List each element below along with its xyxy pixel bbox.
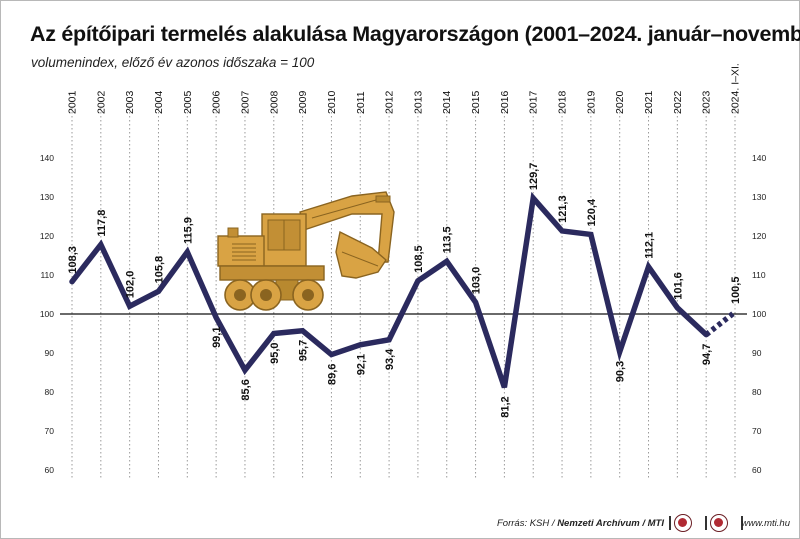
data-label: 93,4 [384,348,396,370]
chart-title: Az építőipari termelés alakulása Magyaro… [30,22,800,46]
data-label: 103,0 [471,267,483,295]
data-label: 81,2 [499,396,511,417]
data-label: 94,7 [701,344,713,365]
x-tick-label: 2004 [153,90,165,114]
x-tick-label: 2022 [672,90,684,114]
y-tick-label-left: 100 [40,309,54,319]
x-tick-label: 2015 [470,90,482,114]
source-credit: Forrás: KSH / Nemzeti Archívum / MTI [497,518,664,529]
x-tick-label: 2024. I–XI. [730,63,742,114]
x-tick-label: 2016 [499,90,511,114]
excavator-illustration [217,191,395,311]
x-tick-label: 2010 [326,90,338,114]
y-tick-label-right: 90 [752,348,762,358]
y-tick-label-left: 90 [45,348,55,358]
y-tick-label-left: 140 [40,153,54,163]
data-label: 90,3 [615,361,627,382]
y-tick-label-left: 110 [40,270,54,280]
x-tick-label: 2021 [643,90,655,114]
data-label: 108,5 [413,245,425,273]
data-label: 101,6 [672,272,684,300]
x-tick-label: 2011 [355,91,367,114]
x-tick-label: 2018 [557,90,569,114]
x-tick-label: 2007 [239,90,251,114]
mtva-logo-icon [674,514,692,532]
data-label: 99,1 [211,327,223,348]
y-tick-label-left: 130 [40,192,54,202]
x-tick-label: 2013 [412,90,424,114]
x-tick-label: 2003 [124,90,136,114]
x-tick-label: 2002 [95,90,107,114]
data-label: 92,1 [355,354,367,375]
mti-logo-icon [710,514,728,532]
y-tick-label-right: 130 [752,192,766,202]
y-tick-label-right: 140 [752,153,766,163]
y-tick-label-left: 80 [45,387,55,397]
data-label: 117,8 [96,210,108,237]
data-label: 95,7 [298,340,310,361]
footer: Forrás: KSH / Nemzeti Archívum / MTI www… [0,510,800,536]
data-label: 115,9 [182,217,194,244]
x-tick-label: 2023 [701,90,713,114]
y-tick-label-right: 80 [752,387,762,397]
footer-separator [741,516,743,530]
data-label: 89,6 [326,364,338,385]
x-tick-label: 2014 [441,90,453,114]
website-link[interactable]: www.mti.hu [741,518,790,529]
data-label: 100,5 [730,277,742,305]
x-tick-label: 2009 [297,90,309,114]
y-tick-label-left: 70 [45,426,55,436]
data-label: 85,6 [240,379,252,400]
data-label: 102,0 [125,271,137,299]
x-tick-label: 2005 [182,90,194,114]
data-label: 129,7 [528,163,540,191]
y-tick-label-left: 120 [40,231,54,241]
data-label: 108,3 [67,246,79,274]
data-label: 113,5 [442,226,454,253]
x-tick-label: 2017 [528,90,540,114]
data-label: 112,1 [644,232,656,259]
y-tick-label-right: 120 [752,231,766,241]
x-tick-label: 2001 [67,90,79,114]
chart-subtitle: volumenindex, előző év azonos időszaka =… [31,55,315,70]
x-tick-label: 2012 [384,90,396,114]
footer-separator [705,516,707,530]
y-tick-label-right: 70 [752,426,762,436]
y-tick-label-left: 60 [45,465,55,475]
x-tick-label: 2006 [211,90,223,114]
data-label: 105,8 [153,256,165,284]
y-tick-label-right: 60 [752,465,762,475]
data-label: 120,4 [586,198,598,226]
data-label: 121,3 [557,195,569,223]
x-tick-label: 2019 [585,90,597,114]
y-tick-label-right: 100 [752,309,766,319]
x-tick-label: 2008 [268,90,280,114]
x-tick-label: 2020 [614,90,626,114]
data-label: 95,0 [269,343,281,364]
series-line-dashed [704,309,737,337]
y-tick-label-right: 110 [752,270,766,280]
footer-separator [669,516,671,530]
